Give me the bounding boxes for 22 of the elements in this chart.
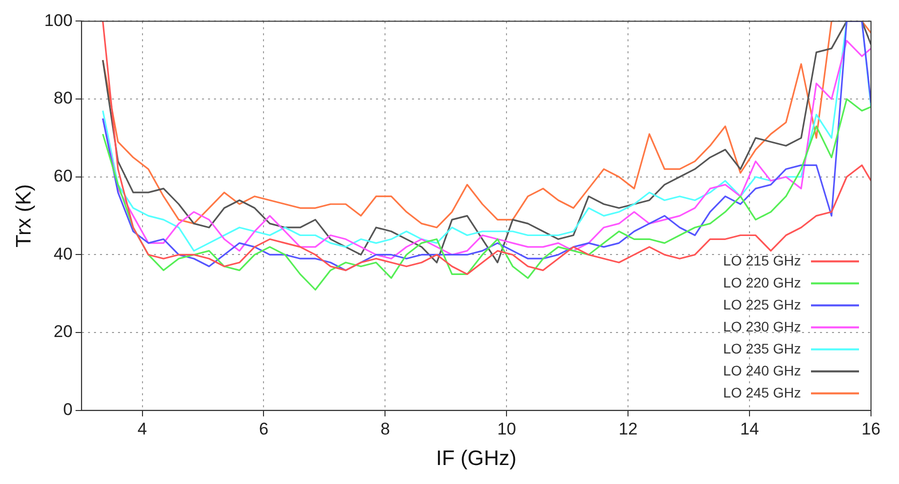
y-tick-label: 40 (54, 244, 73, 264)
y-tick-label: 100 (44, 10, 73, 30)
x-axis-title: IF (GHz) (436, 447, 517, 470)
y-tick-label: 80 (54, 88, 73, 108)
legend-label: LO 230 GHz (723, 318, 801, 334)
y-tick-label: 60 (54, 166, 73, 186)
y-tick-label: 20 (54, 322, 73, 342)
x-tick-label: 16 (862, 419, 880, 438)
x-tick-label: 6 (259, 419, 268, 438)
y-axis-title: Trx (K) (12, 184, 36, 248)
x-tick-label: 8 (380, 419, 390, 438)
x-tick-label: 14 (740, 419, 760, 438)
x-tick-label: 10 (497, 419, 516, 438)
x-tick-label: 4 (138, 419, 148, 438)
legend-label: LO 235 GHz (723, 340, 801, 356)
y-tick-label: 0 (63, 400, 73, 420)
legend-label: LO 225 GHz (723, 296, 801, 312)
legend-label: LO 215 GHz (723, 252, 801, 268)
x-tick-label: 12 (618, 419, 638, 438)
legend-label: LO 240 GHz (723, 362, 801, 378)
legend-label: LO 220 GHz (723, 274, 801, 290)
legend-label: LO 245 GHz (723, 384, 801, 400)
